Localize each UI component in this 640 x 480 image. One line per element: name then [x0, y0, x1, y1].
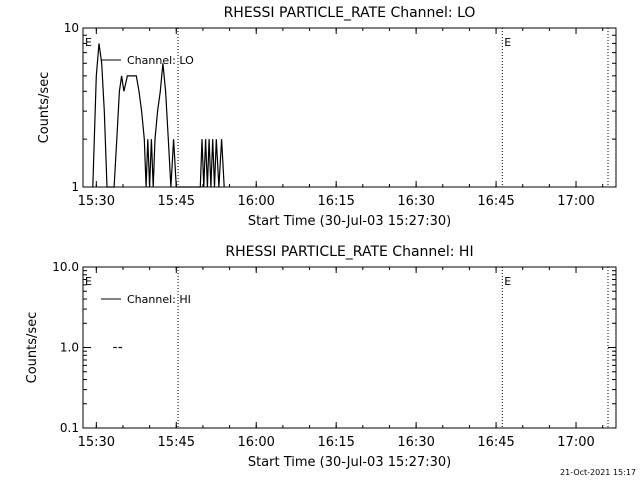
chart-panel-lo: RHESSI PARTICLE_RATE Channel: LO 15:30 15:…	[37, 5, 617, 229]
chart-title: RHESSI PARTICLE_RATE Channel: HI	[225, 244, 473, 260]
x-tick-label: 16:00	[237, 194, 274, 209]
y-tick-label: 0.1	[60, 421, 79, 435]
x-tick-label: 15:30	[78, 435, 115, 450]
x-tick-label: 16:30	[397, 435, 434, 450]
event-marker-label: E	[504, 275, 511, 288]
legend-label: Channel: HI	[127, 293, 191, 306]
x-tick-label: 16:15	[317, 435, 354, 450]
plot-frame	[82, 27, 617, 188]
y-tick-label: 1.0	[60, 341, 79, 355]
footer-timestamp: 21-Oct-2021 15:17	[560, 468, 636, 477]
plot-frame	[82, 266, 617, 429]
x-tick-label: 16:00	[237, 435, 274, 450]
x-axis-label: Start Time (30-Jul-03 15:27:30)	[248, 455, 451, 470]
x-tick-label: 15:45	[158, 194, 195, 209]
x-tick-label: 16:15	[317, 194, 354, 209]
x-tick-label: 16:45	[477, 194, 514, 209]
y-tick-label: 1	[71, 180, 79, 194]
x-tick-label: 16:45	[477, 435, 514, 450]
legend-label: Channel: LO	[127, 54, 194, 67]
event-marker-label: E	[504, 36, 511, 49]
event-marker-label: E	[85, 36, 92, 49]
x-tick-label: 17:00	[557, 435, 594, 450]
x-tick-label: 15:30	[78, 194, 115, 209]
y-axis-label: Counts/sec	[25, 312, 40, 384]
series-line	[92, 43, 225, 188]
x-tick-label: 15:45	[158, 435, 195, 450]
y-axis-label: Counts/sec	[37, 72, 52, 144]
y-tick-label: 10.0	[52, 260, 79, 274]
chart-title: RHESSI PARTICLE_RATE Channel: LO	[224, 5, 476, 21]
event-marker-label: E	[85, 275, 92, 288]
y-tick-label: 10	[64, 21, 79, 35]
x-axis-label: Start Time (30-Jul-03 15:27:30)	[248, 214, 451, 229]
chart-panel-hi: RHESSI PARTICLE_RATE Channel: HI 15:30 15:…	[25, 244, 617, 470]
x-tick-label: 17:00	[557, 194, 594, 209]
x-tick-label: 16:30	[397, 194, 434, 209]
